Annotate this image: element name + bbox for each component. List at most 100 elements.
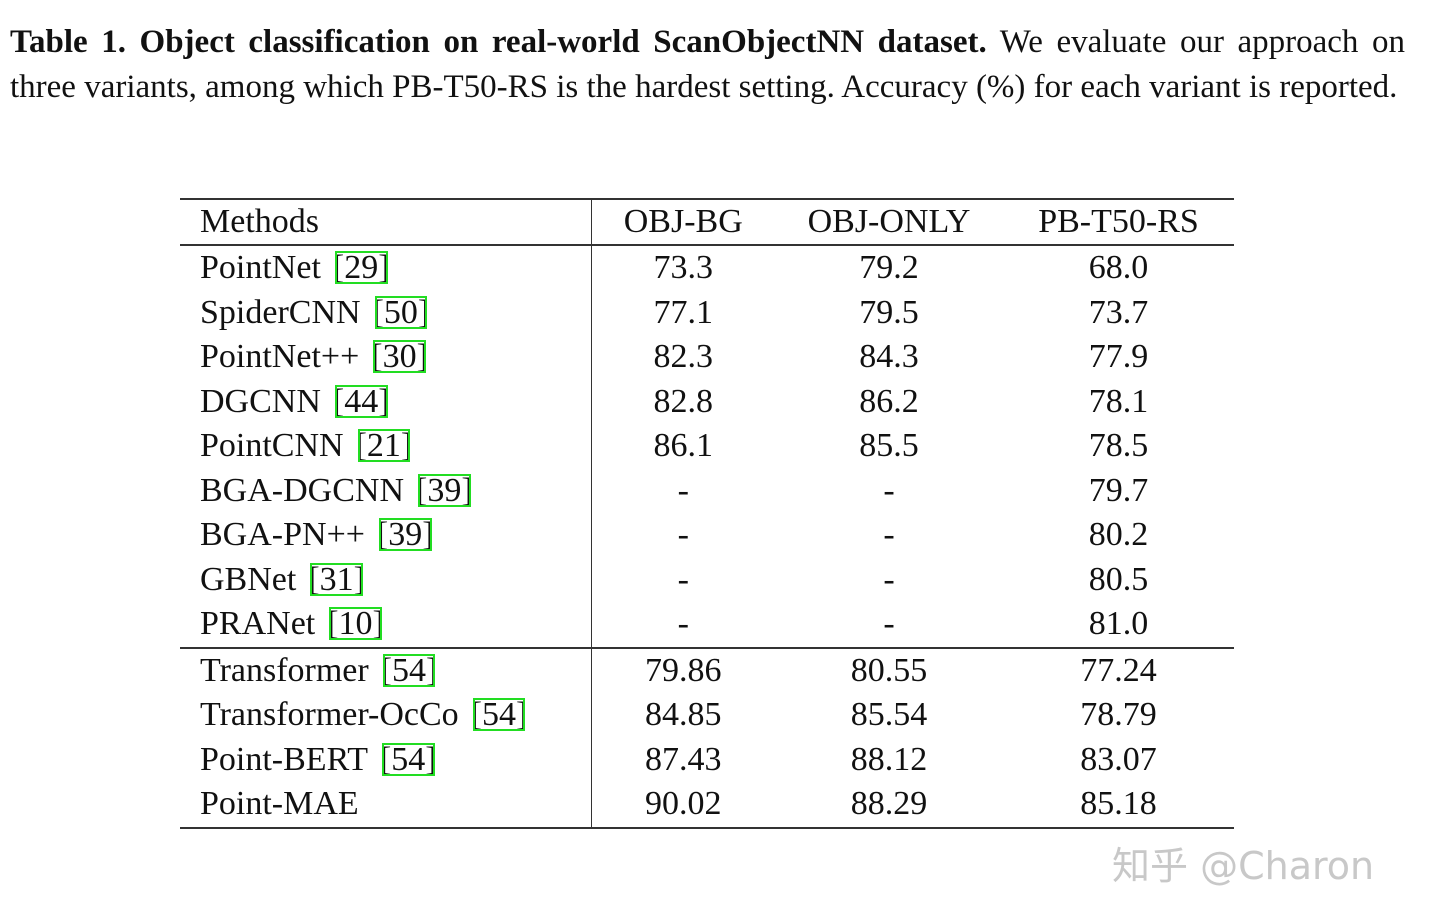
reference-link: [50]	[372, 293, 430, 331]
reference: [54]	[381, 652, 438, 689]
table-row: DGCNN [44] 82.8 86.2 78.1	[180, 379, 1234, 424]
reference-link: [30]	[371, 338, 428, 376]
results-table: Methods OBJ-BG OBJ-ONLY PB-T50-RS PointNet […	[180, 198, 1234, 829]
table-row: PointNet [29] 73.3 79.2 68.0	[180, 245, 1234, 291]
method-cell: PointCNN [21]	[180, 424, 592, 469]
value-cell: 87.43	[645, 740, 722, 778]
value-cell: 82.8	[653, 382, 714, 420]
reference-link: [10]	[327, 605, 384, 643]
value-cell: -	[677, 605, 689, 643]
value-cell: 79.7	[1088, 471, 1149, 509]
method-cell: BGA-DGCNN [39]	[180, 468, 592, 513]
table-row: BGA-PN++ [39] - - 80.2	[180, 513, 1234, 558]
table-row: PointCNN [21] 86.1 85.5 78.5	[180, 424, 1234, 469]
reference: [29]	[333, 249, 390, 286]
value-cell: 85.5	[859, 427, 919, 465]
value-cell: 83.07	[1080, 740, 1157, 778]
value-cell: 68.0	[1088, 249, 1149, 287]
caption: Table 1. Object classification on real-w…	[10, 20, 1405, 109]
reference: [21]	[356, 427, 413, 464]
value-cell: 90.02	[591, 782, 775, 829]
caption-text: We evaluate our approach on three varian…	[10, 24, 1406, 105]
header-cell: PB-T50-RS	[1003, 198, 1234, 246]
value-cell: 84.3	[859, 338, 919, 376]
value-cell: 79.2	[859, 249, 919, 287]
method-name: PointCNN	[200, 427, 344, 465]
method-cell: SpiderCNN [50]	[180, 290, 592, 335]
reference: [39]	[377, 516, 434, 553]
value-cell: 88.29	[775, 782, 1003, 829]
reference: [54]	[471, 696, 528, 733]
method-cell: Transformer-OcCo [54]	[180, 693, 592, 738]
method-name: Point-MAE	[200, 785, 359, 823]
value-cell: -	[883, 605, 895, 643]
value-cell: 77.1	[653, 293, 714, 331]
reference-link: [29]	[332, 249, 390, 287]
method-cell: PointNet++ [30]	[180, 335, 592, 380]
value-cell: 77.9	[1088, 338, 1149, 376]
reference-link: [31]	[308, 560, 365, 598]
watermark: 知乎 @Charon	[1112, 844, 1375, 888]
reference: [10]	[327, 605, 384, 642]
method-name: DGCNN	[200, 382, 321, 420]
method-cell: Point-MAE	[180, 782, 592, 829]
value-cell: 79.86	[591, 646, 775, 693]
reference: [50]	[373, 294, 430, 331]
value-cell: 85.18	[1003, 782, 1234, 829]
reference-link: [54]	[379, 740, 437, 778]
value-cell: 77.24	[1003, 646, 1234, 693]
row-group: PointNet [29] 73.3 79.2 68.0 SpiderCNN [50] 77.…	[180, 245, 1234, 648]
method-cell: Point-BERT [54]	[180, 737, 592, 782]
value-cell: 84.85	[645, 696, 722, 734]
method-name: SpiderCNN	[200, 293, 361, 331]
caption-label: Table 1. Object classification on real-w…	[10, 24, 987, 60]
value-cell: 78.79	[1080, 696, 1157, 734]
reference: [31]	[308, 561, 365, 598]
method-name: Point-BERT	[200, 740, 368, 778]
method-name: GBNet	[200, 560, 297, 598]
method-name: Transformer-OcCo	[200, 696, 459, 734]
reference-link: [44]	[332, 382, 390, 420]
reference: [39]	[416, 472, 473, 509]
table-row: GBNet [31] - - 80.5	[180, 557, 1234, 602]
method-name: PointNet++	[200, 338, 360, 376]
value-cell: 85.54	[850, 696, 928, 734]
value-cell: -	[677, 560, 689, 598]
reference: [54]	[380, 741, 437, 778]
table-row: Point-MAE 90.02 88.29 85.18	[180, 782, 1234, 829]
method-name: Transformer	[200, 651, 369, 689]
header-cell: OBJ-BG	[591, 198, 775, 246]
value-cell: 86.2	[859, 382, 919, 420]
value-cell: 80.55	[775, 646, 1003, 693]
reference-link: [21]	[355, 427, 413, 465]
reference: [30]	[371, 338, 428, 375]
value-cell: 88.12	[850, 740, 928, 778]
value-cell: -	[677, 516, 689, 554]
reference-link: [54]	[380, 651, 438, 689]
method-name: PRANet	[200, 605, 316, 643]
value-cell: 80.5	[1088, 560, 1149, 598]
value-cell: -	[883, 516, 895, 554]
table-row: BGA-DGCNN [39] - - 79.7	[180, 468, 1234, 513]
header-cell: Methods	[180, 198, 592, 246]
reference: [44]	[333, 383, 390, 420]
reference-link: [54]	[470, 696, 528, 734]
table-row: PointNet++ [30] 82.3 84.3 77.9	[180, 335, 1234, 380]
reference-link: [39]	[376, 516, 434, 554]
value-cell: 73.3	[653, 249, 714, 287]
header-cell: OBJ-ONLY	[775, 198, 1003, 246]
method-name: BGA-DGCNN	[200, 471, 404, 509]
value-cell: 78.1	[1088, 382, 1149, 420]
reference-link: [39]	[416, 471, 473, 509]
value-cell: -	[883, 560, 895, 598]
table-row: SpiderCNN [50] 77.1 79.5 73.7	[180, 290, 1234, 335]
method-cell: BGA-PN++ [39]	[180, 513, 592, 558]
table-row: PRANet [10] - - 81.0	[180, 602, 1234, 648]
method-cell: PointNet [29]	[180, 245, 592, 291]
header-row: Methods OBJ-BG OBJ-ONLY PB-T50-RS	[180, 198, 1234, 246]
value-cell: 80.2	[1088, 516, 1149, 554]
method-cell: GBNet [31]	[180, 557, 592, 602]
table-row: Point-BERT [54] 87.43 88.12 83.07	[180, 737, 1234, 782]
table-row: Transformer-OcCo [54] 84.85 85.54 78.79	[180, 693, 1234, 738]
